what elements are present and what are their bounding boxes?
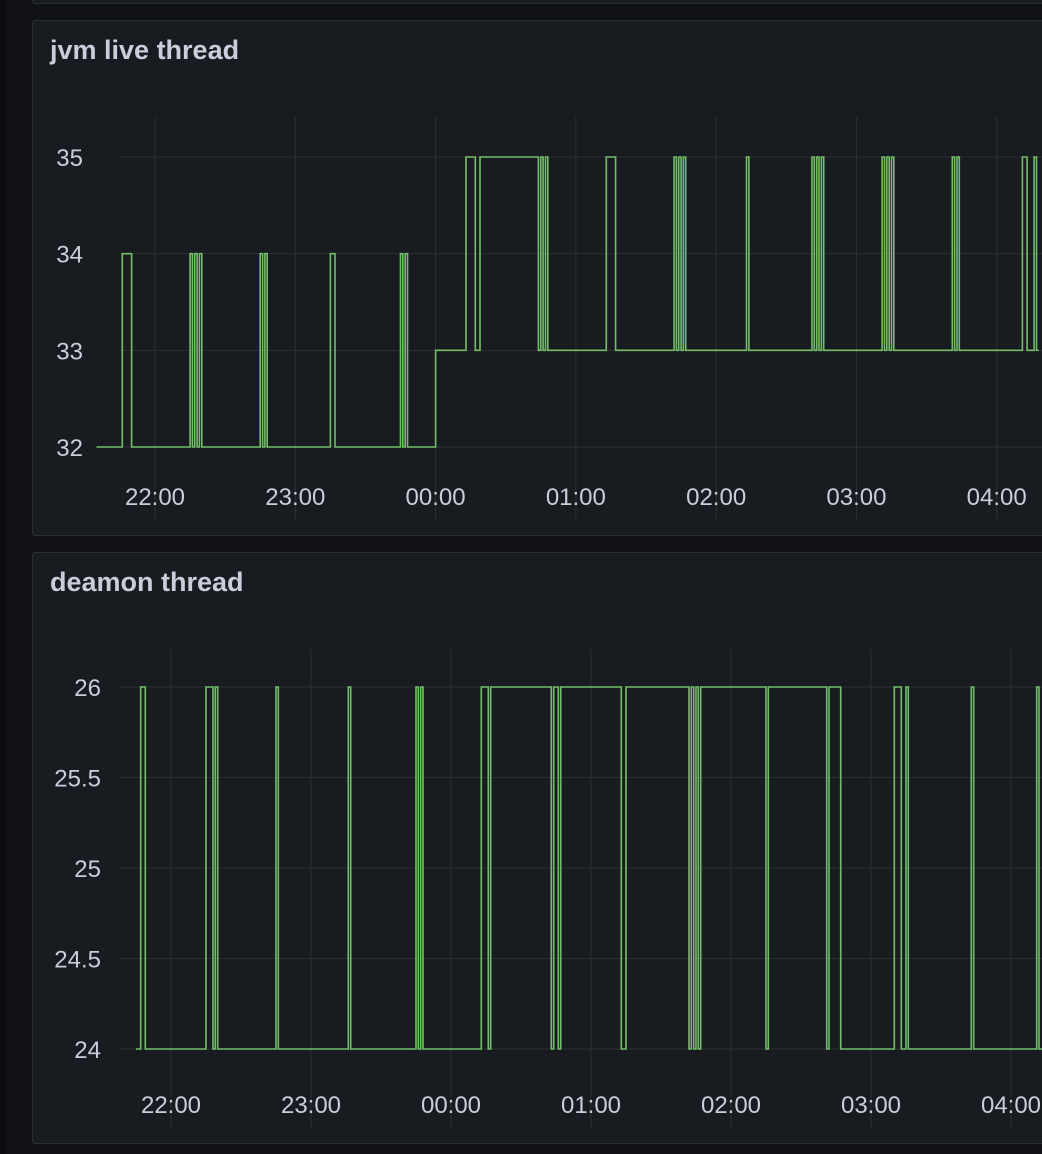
previous-panel-edge — [32, 0, 1042, 4]
y-tick-label: 26 — [74, 675, 101, 702]
y-tick-label: 24.5 — [54, 947, 101, 974]
series-line[interactable] — [96, 156, 1039, 448]
x-tick-label: 01:00 — [561, 1092, 621, 1119]
x-tick-label: 04:00 — [967, 484, 1027, 511]
jvm-live-thread-chart[interactable]: 32 33 34 35 22:00 23:00 00:00 01:00 02:00 03:00 04… — [33, 21, 1042, 536]
y-tick-label: 25 — [74, 856, 101, 883]
x-tick-label: 23:00 — [281, 1092, 341, 1119]
x-tick-label: 02:00 — [686, 484, 746, 511]
panel-title[interactable]: deamon thread — [50, 567, 244, 597]
series-line[interactable] — [136, 686, 1042, 1050]
y-tick-label: 24 — [74, 1037, 101, 1064]
grid — [119, 649, 1042, 1129]
x-tick-label: 03:00 — [826, 484, 886, 511]
y-tick-label: 35 — [56, 145, 83, 172]
panel-jvm-live-thread: jvm live thread 32 33 34 35 22:00 23:00 00:00 0… — [32, 20, 1042, 536]
y-tick-label: 34 — [56, 242, 83, 269]
x-tick-label: 01:00 — [546, 484, 606, 511]
grid — [119, 117, 1042, 521]
y-tick-label: 33 — [56, 338, 83, 365]
left-sidebar-edge — [0, 0, 6, 1154]
x-tick-label: 23:00 — [265, 484, 325, 511]
x-tick-label: 22:00 — [141, 1092, 201, 1119]
x-tick-label: 04:00 — [981, 1092, 1041, 1119]
panel-deamon-thread: deamon thread 24 24.5 25 25.5 26 22:00 23:00 00… — [32, 552, 1042, 1144]
deamon-thread-chart[interactable]: 24 24.5 25 25.5 26 22:00 23:00 00:00 01:00 02:00 0… — [33, 553, 1042, 1144]
x-tick-label: 22:00 — [125, 484, 185, 511]
y-tick-label: 25.5 — [54, 766, 101, 793]
y-tick-label: 32 — [56, 435, 83, 462]
panel-title[interactable]: jvm live thread — [50, 35, 240, 65]
x-tick-label: 02:00 — [701, 1092, 761, 1119]
x-tick-label: 00:00 — [421, 1092, 481, 1119]
x-tick-label: 03:00 — [841, 1092, 901, 1119]
x-tick-label: 00:00 — [406, 484, 466, 511]
